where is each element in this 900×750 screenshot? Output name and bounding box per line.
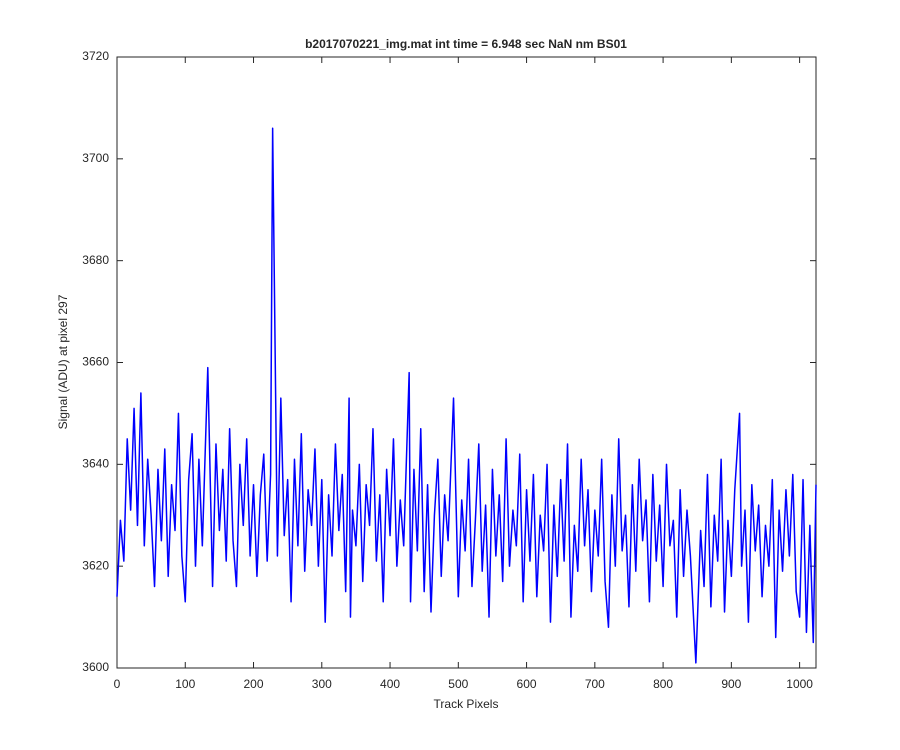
x-axis-label: Track Pixels (434, 697, 499, 711)
y-tick-label: 3640 (82, 457, 109, 471)
x-tick-label: 100 (175, 677, 195, 691)
y-tick-label: 3720 (82, 49, 109, 63)
y-tick-label: 3660 (82, 355, 109, 369)
x-tick-label: 300 (312, 677, 332, 691)
y-tick-label: 3600 (82, 660, 109, 674)
x-tick-label: 500 (448, 677, 468, 691)
plot-area (116, 56, 817, 669)
series-line (116, 127, 817, 664)
x-tick-label: 1000 (786, 677, 813, 691)
x-tick-label: 600 (517, 677, 537, 691)
x-tick-label: 800 (653, 677, 673, 691)
y-axis-label: Signal (ADU) at pixel 297 (56, 294, 70, 429)
x-tick-label: 400 (380, 677, 400, 691)
y-tick-label: 3680 (82, 253, 109, 267)
x-tick-label: 900 (721, 677, 741, 691)
y-tick-label: 3700 (82, 151, 109, 165)
x-tick-label: 200 (244, 677, 264, 691)
y-tick-label: 3620 (82, 558, 109, 572)
x-tick-label: 700 (585, 677, 605, 691)
x-tick-label: 0 (114, 677, 121, 691)
chart-title: b2017070221_img.mat int time = 6.948 sec… (305, 37, 627, 51)
